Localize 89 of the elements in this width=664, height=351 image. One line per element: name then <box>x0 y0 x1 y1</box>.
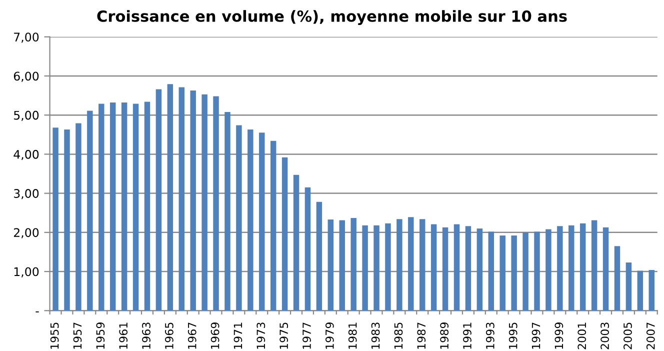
x-tick-label: 1983 <box>371 322 380 349</box>
y-tick-label: 1,00 <box>14 267 39 278</box>
x-tick-label: 2003 <box>600 322 609 350</box>
x-tick-label: 1985 <box>394 322 403 349</box>
bar <box>339 220 345 311</box>
x-tick-label: 1987 <box>417 322 426 349</box>
x-tick-label: 1955 <box>50 322 59 349</box>
bar <box>259 132 265 311</box>
bar <box>293 174 300 311</box>
x-tick-label: 1965 <box>164 322 174 349</box>
bar <box>580 223 586 311</box>
bar <box>76 123 82 311</box>
bar <box>648 270 654 311</box>
bar <box>522 232 528 311</box>
bar <box>87 110 93 311</box>
x-tick-label: 2005 <box>624 322 632 350</box>
y-tick-label: - <box>36 311 39 312</box>
bar <box>511 236 517 311</box>
y-tick-label: 2,00 <box>14 228 39 238</box>
bar <box>52 128 58 311</box>
x-tick-label: 1971 <box>234 322 242 349</box>
bar <box>546 229 552 311</box>
bar <box>396 219 402 311</box>
bar <box>248 130 254 311</box>
bar <box>557 226 563 311</box>
y-tick-label: 5,00 <box>14 110 39 121</box>
bar <box>374 225 380 311</box>
bar <box>500 236 506 311</box>
x-tick-label: 1981 <box>348 322 357 349</box>
bar <box>224 112 230 311</box>
bar <box>602 227 609 311</box>
bar <box>144 102 150 311</box>
bar <box>442 227 448 311</box>
x-tick-label: 1959 <box>96 322 105 349</box>
bar <box>408 217 414 311</box>
bar <box>316 202 322 311</box>
bar <box>110 102 116 311</box>
bar <box>213 96 219 311</box>
y-tick-label: 7,00 <box>14 32 39 43</box>
bar <box>98 104 104 311</box>
x-tick-label: 1977 <box>302 322 311 349</box>
bar <box>190 90 196 311</box>
bar <box>454 224 460 311</box>
x-tick-label: 1963 <box>142 322 150 349</box>
bar <box>178 87 184 311</box>
bar <box>430 224 437 311</box>
x-tick-label: 1973 <box>256 322 266 349</box>
bar <box>64 130 70 311</box>
bar <box>362 225 368 311</box>
x-tick-label: 1989 <box>440 322 449 349</box>
y-tick-label: 4,00 <box>14 150 39 160</box>
bar <box>385 223 391 311</box>
bar <box>614 246 620 311</box>
x-tick-label: 1961 <box>119 322 128 349</box>
y-tick-label: 6,00 <box>14 72 39 82</box>
bar <box>534 232 540 311</box>
bar <box>626 262 632 311</box>
x-tick-label: 2001 <box>578 322 586 350</box>
x-tick-label: 1997 <box>532 322 540 349</box>
x-tick-label: 1975 <box>280 322 288 349</box>
bar <box>465 226 472 311</box>
bar <box>637 270 644 311</box>
x-tick-label: 1991 <box>463 322 472 349</box>
bar <box>328 220 334 311</box>
bar <box>488 232 494 311</box>
bar <box>121 102 128 311</box>
bar <box>236 125 242 311</box>
bar <box>202 94 208 311</box>
bar <box>132 104 139 311</box>
x-tick-label: 1995 <box>508 322 518 349</box>
bar <box>282 157 288 311</box>
x-tick-label: 1999 <box>554 322 564 349</box>
chart-title: Croissance en volume (%), moyenne mobile sur 10 ans <box>97 10 567 26</box>
x-tick-label: 1979 <box>325 322 334 349</box>
x-tick-label: 1993 <box>486 322 494 349</box>
x-tick-label: 1969 <box>210 322 220 349</box>
x-tick-label: 1957 <box>73 322 82 349</box>
bar <box>419 219 426 311</box>
x-tick-label: 2007 <box>646 322 655 350</box>
bar <box>568 225 574 311</box>
bar <box>156 89 162 311</box>
bar <box>350 218 356 311</box>
bar <box>167 84 174 311</box>
bar <box>270 140 276 311</box>
bar <box>304 187 311 311</box>
bar <box>591 220 598 311</box>
x-tick-label: 1967 <box>188 322 196 349</box>
y-tick-label: 3,00 <box>14 189 39 200</box>
bar <box>476 228 483 311</box>
